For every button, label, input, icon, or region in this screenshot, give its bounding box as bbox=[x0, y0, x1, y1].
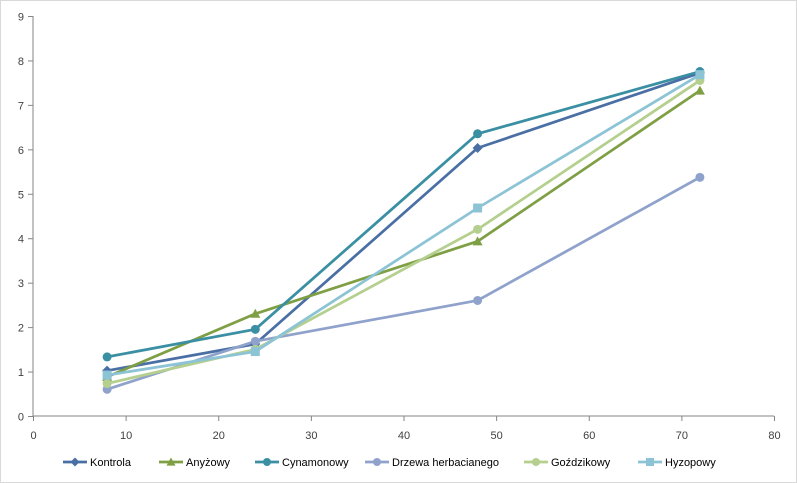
legend-item-drzewa-herbacianego: Drzewa herbacianego bbox=[365, 457, 499, 469]
legend-label: Cynamonowy bbox=[282, 457, 349, 469]
series-line-hyzopowy bbox=[105, 73, 702, 377]
legend-label: Anyżowy bbox=[186, 457, 231, 469]
data-point-anyżowy bbox=[694, 85, 705, 95]
legend-label: Kontrola bbox=[90, 457, 132, 469]
data-point-cynamonowy bbox=[250, 324, 260, 334]
data-point-hyzopowy bbox=[250, 347, 260, 357]
y-tick-label: 7 bbox=[18, 100, 24, 112]
legend-marker-swatch bbox=[646, 458, 654, 466]
legend-marker-swatch bbox=[70, 457, 80, 467]
x-tick-label: 20 bbox=[213, 430, 225, 442]
legend-marker-swatch bbox=[373, 458, 381, 466]
x-tick-label: 40 bbox=[398, 430, 410, 442]
series-line-cynamonowy bbox=[105, 70, 702, 359]
data-point-cynamonowy bbox=[102, 352, 112, 362]
legend-item-hyzopowy: Hyzopowy bbox=[638, 457, 716, 469]
data-point-drzewa-herbacianego bbox=[473, 295, 483, 305]
data-point-hyzopowy bbox=[695, 70, 705, 80]
y-tick-label: 2 bbox=[18, 323, 24, 335]
y-tick-label: 4 bbox=[18, 234, 24, 246]
legend-item-kontrola: Kontrola bbox=[63, 457, 132, 469]
series-line-kontrola bbox=[105, 71, 702, 373]
legend-marker-swatch bbox=[263, 458, 271, 466]
series-markers bbox=[102, 67, 705, 394]
legend: Kontrola Anyżowy Cynamonowy Drzewa herbacia… bbox=[63, 457, 716, 469]
x-tick-label: 0 bbox=[30, 430, 36, 442]
data-point-hyzopowy bbox=[473, 203, 483, 213]
series-line-anyżowy bbox=[105, 89, 702, 379]
x-tick-label: 80 bbox=[768, 430, 780, 442]
legend-item-anyżowy: Anyżowy bbox=[159, 457, 231, 469]
legend-label: Goździkowy bbox=[551, 457, 611, 469]
legend-item-goździkowy: Goździkowy bbox=[524, 457, 611, 469]
series-line-drzewa-herbacianego bbox=[105, 175, 702, 391]
legend-label: Hyzopowy bbox=[665, 457, 716, 469]
y-tick-label: 1 bbox=[18, 367, 24, 379]
x-tick-label: 10 bbox=[120, 430, 132, 442]
y-tick-label: 9 bbox=[18, 12, 24, 24]
data-point-cynamonowy bbox=[473, 129, 483, 139]
series-line-goździkowy bbox=[105, 79, 702, 385]
y-tick-label: 8 bbox=[18, 56, 24, 68]
y-tick-label: 3 bbox=[18, 278, 24, 290]
axes: 0 1 2 3 4 5 6 7 8 9 0 10 20 30 40 50 60 70 80 bbox=[18, 12, 781, 443]
x-tick-label: 70 bbox=[676, 430, 688, 442]
legend-label: Drzewa herbacianego bbox=[392, 457, 499, 469]
legend-marker-swatch bbox=[532, 458, 540, 466]
legend-item-cynamonowy: Cynamonowy bbox=[255, 457, 349, 469]
legend-marker-swatch bbox=[166, 457, 176, 466]
series-lines bbox=[105, 70, 702, 391]
x-tick-label: 50 bbox=[491, 430, 503, 442]
data-point-kontrola bbox=[472, 143, 483, 153]
data-point-drzewa-herbacianego bbox=[250, 336, 260, 346]
data-point-anyżowy bbox=[250, 308, 261, 318]
data-point-drzewa-herbacianego bbox=[695, 172, 705, 182]
data-point-goździkowy bbox=[473, 224, 483, 234]
data-point-anyżowy bbox=[472, 236, 483, 246]
y-tick-label: 5 bbox=[18, 189, 24, 201]
y-tick-label: 0 bbox=[18, 412, 24, 424]
data-point-goździkowy bbox=[102, 379, 112, 389]
x-tick-label: 60 bbox=[583, 430, 595, 442]
y-tick-label: 6 bbox=[18, 145, 24, 157]
x-tick-label: 30 bbox=[305, 430, 317, 442]
data-point-hyzopowy bbox=[102, 370, 112, 380]
